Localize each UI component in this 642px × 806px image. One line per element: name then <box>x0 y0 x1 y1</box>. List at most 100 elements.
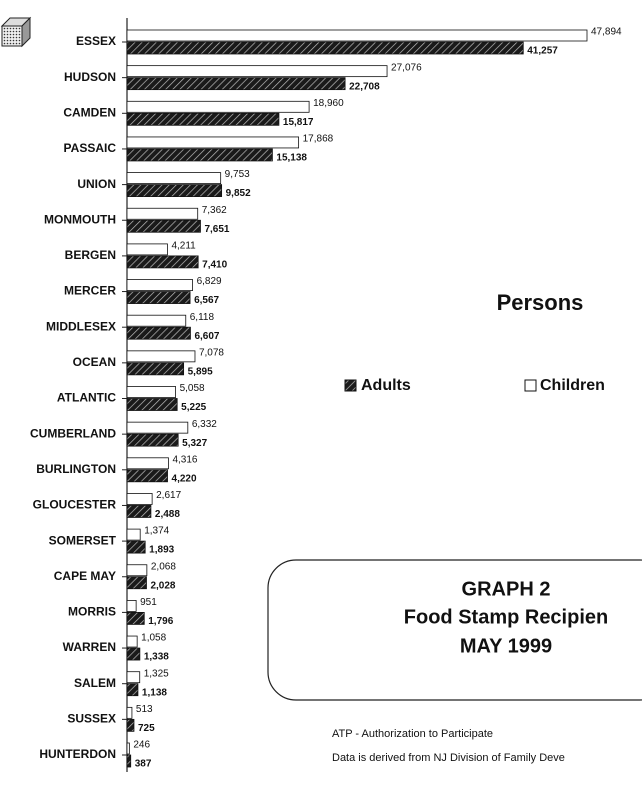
value-label: 1,058 <box>141 633 166 644</box>
bar <box>126 505 152 518</box>
value-label: 2,068 <box>151 561 176 572</box>
value-label: 246 <box>133 740 150 751</box>
bar <box>126 576 147 590</box>
value-label: 951 <box>140 597 157 608</box>
category-label: CUMBERLAND <box>30 426 116 440</box>
chart-title: Food Stamp Recipien <box>404 606 608 628</box>
bar <box>126 207 199 220</box>
bar <box>126 671 141 684</box>
category-label: UNION <box>77 177 116 191</box>
value-label: 1,374 <box>144 526 169 537</box>
category-label: MIDDLESEX <box>46 319 116 333</box>
bar <box>126 362 185 376</box>
value-label: 6,118 <box>190 312 215 323</box>
category-label: MONMOUTH <box>44 212 116 226</box>
bar <box>126 100 310 113</box>
panel-title: Persons <box>497 290 584 315</box>
category-label: BERGEN <box>65 248 116 262</box>
category-label: ATLANTIC <box>57 391 116 405</box>
category-label: OCEAN <box>73 355 116 369</box>
bar <box>126 112 280 126</box>
bar <box>126 754 132 768</box>
value-label: 1,893 <box>149 545 174 556</box>
note: ATP - Authorization to Participate <box>332 728 493 740</box>
legend-label: Children <box>540 377 605 394</box>
value-label: 5,225 <box>181 402 206 413</box>
category-label: MERCER <box>64 284 116 298</box>
bar <box>126 77 346 91</box>
value-label: 5,058 <box>180 383 205 394</box>
category-label: MORRIS <box>68 605 116 619</box>
value-label: 4,220 <box>172 473 197 484</box>
value-label: 4,316 <box>172 454 197 465</box>
bar <box>126 279 193 291</box>
bar <box>126 540 146 554</box>
bar <box>126 683 139 697</box>
value-label: 15,138 <box>276 153 307 164</box>
value-label: 2,617 <box>156 490 181 501</box>
value-label: 5,327 <box>182 438 207 449</box>
value-label: 6,567 <box>194 295 219 306</box>
bar <box>126 706 133 719</box>
value-label: 7,651 <box>204 224 229 235</box>
bar <box>126 564 148 577</box>
value-label: 1,325 <box>144 668 169 679</box>
bar <box>126 326 191 340</box>
legend-swatch <box>524 379 537 392</box>
bar <box>126 635 138 648</box>
value-label: 4,211 <box>171 241 196 252</box>
bar <box>126 291 191 304</box>
value-label: 41,257 <box>527 46 558 57</box>
value-label: 6,829 <box>197 276 222 287</box>
bar <box>126 255 199 269</box>
category-label: CAMDEN <box>63 105 116 119</box>
value-label: 7,410 <box>202 260 227 271</box>
bar <box>126 647 141 661</box>
bar <box>126 469 168 483</box>
value-label: 387 <box>135 759 152 770</box>
value-label: 22,708 <box>349 81 380 92</box>
value-label: 6,607 <box>194 331 219 342</box>
value-label: 7,362 <box>202 205 227 216</box>
value-label: 5,895 <box>188 366 213 377</box>
value-label: 6,332 <box>192 419 217 430</box>
category-label: GLOUCESTER <box>33 498 117 512</box>
bar <box>126 742 130 755</box>
value-label: 18,960 <box>313 98 344 109</box>
value-label: 1,796 <box>148 616 173 627</box>
value-label: 1,138 <box>142 687 167 698</box>
bar <box>126 172 222 185</box>
bar <box>126 184 223 198</box>
chart-date: MAY 1999 <box>460 635 552 657</box>
note: Data is derived from NJ Division of Fami… <box>332 752 565 764</box>
category-label: ESSEX <box>76 34 116 48</box>
value-label: 2,028 <box>150 580 175 591</box>
bar <box>126 398 178 411</box>
value-label: 7,078 <box>199 347 224 358</box>
bar <box>126 612 145 625</box>
bar <box>126 148 273 162</box>
value-label: 2,488 <box>155 509 180 520</box>
value-label: 47,894 <box>591 27 622 38</box>
value-label: 725 <box>138 723 155 734</box>
category-label: BURLINGTON <box>36 462 116 476</box>
value-label: 513 <box>136 704 153 715</box>
bar <box>126 243 168 256</box>
category-label: SUSSEX <box>67 712 116 726</box>
bar <box>126 600 137 612</box>
value-label: 9,753 <box>225 169 250 180</box>
value-label: 15,817 <box>283 117 314 128</box>
category-label: CAPE MAY <box>54 569 116 583</box>
value-label: 1,338 <box>144 652 169 663</box>
corner-icon <box>0 16 32 48</box>
category-label: PASSAIC <box>64 141 117 155</box>
category-label: SALEM <box>74 676 116 690</box>
bar <box>126 528 141 541</box>
category-label: SOMERSET <box>49 533 117 547</box>
category-label: HUDSON <box>64 70 116 84</box>
value-label: 27,076 <box>391 62 422 73</box>
category-label: HUNTERDON <box>39 747 116 761</box>
legend-label: Adults <box>361 377 411 394</box>
bar <box>126 41 524 55</box>
